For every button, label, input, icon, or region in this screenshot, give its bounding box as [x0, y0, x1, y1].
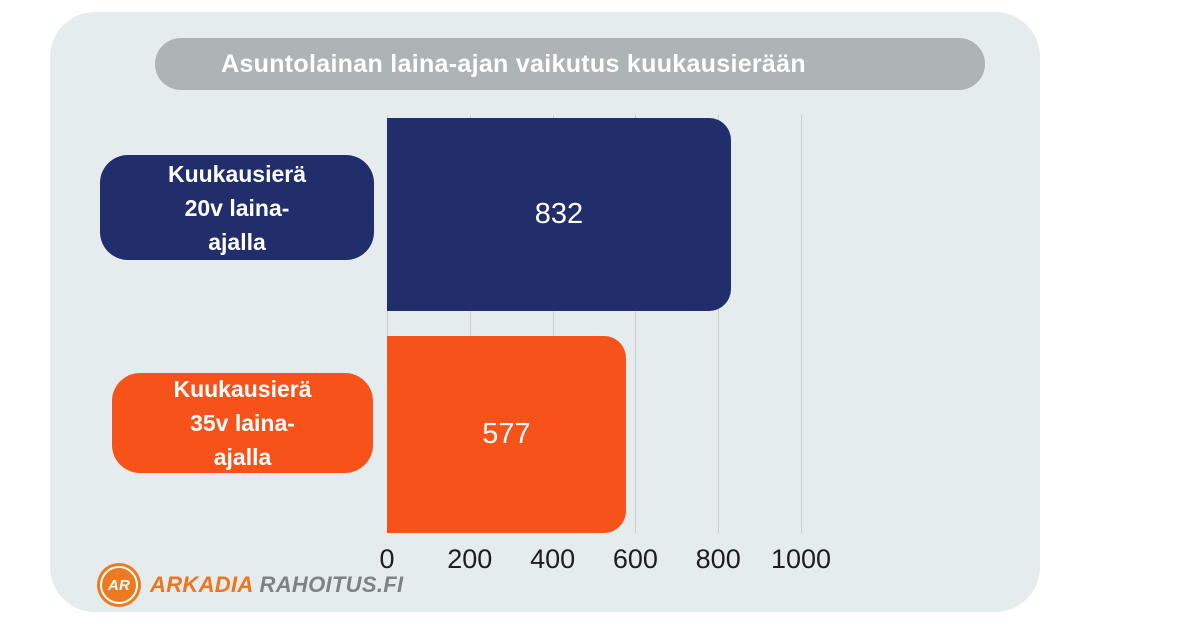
gridline-200 — [469, 115, 471, 533]
bar-value-20y: 832 — [534, 198, 584, 230]
logo-wordmark: ARKADIA RAHOITUS.FI — [150, 572, 403, 598]
chart-card: Asuntolainan laina-ajan vaikutus kuukaus… — [50, 12, 1040, 612]
x-tick-400: 400 — [530, 544, 576, 574]
category-label-20y: Kuukausierä 20v laina- ajalla — [100, 155, 374, 260]
x-tick-1000: 1000 — [770, 544, 832, 574]
gridline-1000 — [801, 115, 802, 533]
brand-suffix: RAHOITUS.FI — [259, 572, 404, 597]
logo-initials: AR — [107, 576, 131, 594]
bar-20y: 832 — [387, 118, 731, 311]
x-tick-0: 0 — [379, 544, 395, 574]
arkadia-logo: AR ARKADIA RAHOITUS.FI — [97, 563, 403, 607]
chart-title-pill: Asuntolainan laina-ajan vaikutus kuukaus… — [155, 38, 985, 90]
gridline-0 — [387, 115, 388, 533]
gridline-800 — [718, 115, 720, 533]
arkadia-logo-icon: AR — [97, 563, 141, 607]
plot-area: 832 577 — [387, 115, 1007, 533]
chart-title: Asuntolainan laina-ajan vaikutus kuukaus… — [221, 49, 806, 78]
bar-35y: 577 — [387, 336, 626, 533]
brand-name: ARKADIA — [150, 572, 254, 597]
x-tick-600: 600 — [612, 544, 658, 574]
category-label-35y: Kuukausierä 35v laina- ajalla — [112, 373, 373, 473]
gridline-400 — [552, 115, 554, 533]
gridline-600 — [635, 115, 637, 533]
bar-value-35y: 577 — [482, 418, 531, 450]
x-tick-200: 200 — [447, 544, 493, 574]
x-tick-800: 800 — [695, 544, 741, 574]
